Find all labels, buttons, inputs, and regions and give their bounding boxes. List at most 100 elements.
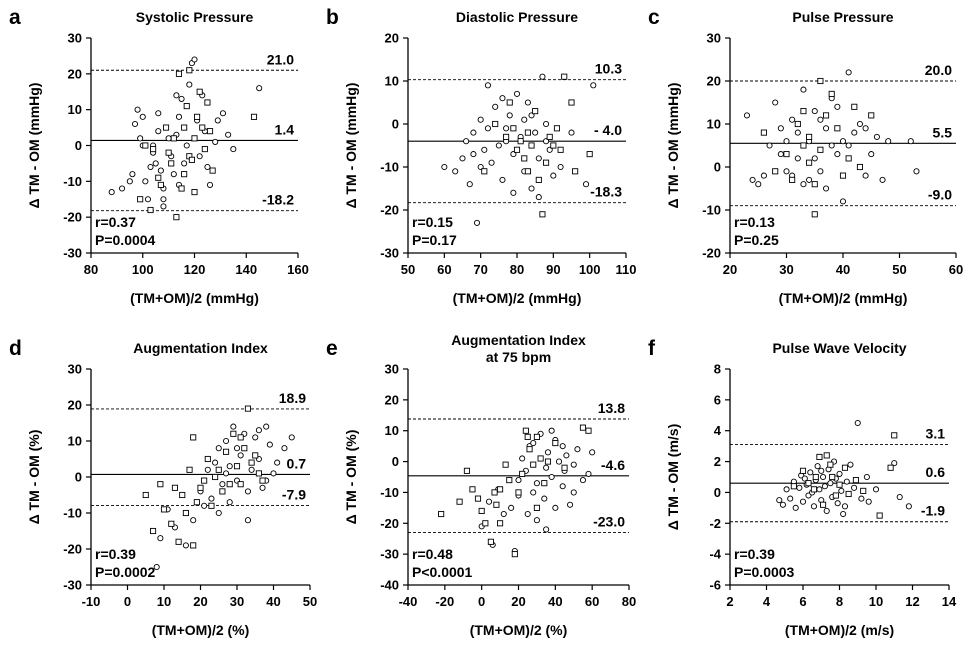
panel-f-point-circle (779, 501, 786, 508)
panel-a-point-square (201, 146, 208, 153)
panel-a-ytick-label: 20 (68, 66, 82, 81)
panel-f-point-square (841, 464, 849, 471)
panel-d-point-square (230, 430, 237, 437)
panel-c-point-circle (862, 172, 869, 179)
panel-b-xtick-label: 90 (546, 262, 560, 277)
panel-b-point-square (503, 133, 510, 140)
panel-c-point-circle (862, 125, 869, 132)
panel-d-xtick-label: -10 (82, 594, 101, 609)
panel-d-point-square (190, 542, 197, 549)
panel-d-point-circle (204, 466, 211, 473)
panel-e-point-square (502, 461, 509, 468)
panel-e-point-square (491, 489, 498, 496)
panel-c-point-circle (783, 138, 790, 145)
panel-a-point-circle (173, 92, 180, 99)
panel-e-ytick-label: -30 (380, 547, 399, 562)
panel-e-point-square (541, 480, 548, 487)
panel-f-point-circle (840, 510, 847, 518)
panel-d-point-circle (252, 434, 259, 441)
panel-f-xtick-label: 4 (763, 594, 771, 609)
panel-e-point-square (530, 461, 537, 468)
panel-d-point-circle (153, 563, 160, 571)
panel-e-point-square (526, 446, 533, 453)
panel-c-point-square (789, 176, 796, 183)
panel-b-point-circle (590, 82, 597, 89)
panel-d-point-circle (226, 463, 233, 470)
panel-b-point-circle (470, 129, 477, 136)
panel-e-point-square (533, 504, 540, 511)
panel-d-point-square (226, 481, 233, 488)
panel-e-ytick-label: 0 (392, 454, 399, 469)
panel-e-point-square (469, 486, 476, 493)
panel-b-xtick-label: 80 (510, 262, 524, 277)
panel-f-xtick-label: 10 (869, 594, 883, 609)
panel-e-point-square (456, 498, 463, 505)
panel-c-point-square (800, 108, 807, 115)
panel-e-lower-limit-label: -23.0 (593, 514, 625, 530)
panel-a-point-circle (155, 110, 162, 117)
panel-d-ytick-label: -30 (63, 578, 82, 593)
panel-a-x-axis-label: (TM+OM)/2 (mmHg) (130, 290, 259, 306)
panel-f-point-square (852, 477, 859, 484)
panel-f-ytick-label: 0 (714, 485, 721, 500)
panel-a-point-circle (134, 106, 141, 113)
panel-e-point-square (497, 486, 504, 493)
panel-e-point-square (493, 501, 500, 508)
panel-f-point-circle (807, 469, 814, 476)
panel-b-point-circle (466, 181, 473, 188)
panel-e-point-circle (579, 477, 587, 484)
panel-e-point-square (544, 458, 552, 465)
panel-d-letter: d (9, 337, 22, 360)
panel-e-point-circle (552, 504, 559, 511)
panel-d-ytick-label: 0 (75, 470, 82, 485)
panel-d-point-circle (259, 484, 266, 491)
panel-c-title: Pulse Pressure (792, 9, 893, 25)
panel-e-point-square (533, 433, 540, 440)
panel-e-ytick-label: -20 (380, 516, 399, 531)
panel-d-point-circle (266, 441, 273, 448)
panel-b-letter: b (326, 6, 339, 29)
panel-b-point-circle (513, 90, 521, 97)
panel-d-point-circle (230, 423, 237, 430)
panel-d-ytick-label: -10 (63, 506, 82, 521)
panel-b-point-square (553, 125, 561, 132)
panel-b-point-circle (582, 181, 590, 188)
panel-d-point-circle (237, 452, 244, 459)
panel-a-point-circle (181, 160, 188, 167)
panel-b-point-circle (492, 103, 499, 110)
panel-f-point-square (887, 464, 894, 471)
panel-e-point-square (515, 489, 522, 496)
panel-e-x-axis-label: (TM+OM)/2 (%) (470, 622, 568, 638)
panel-c-y-axis-label: Δ TM - OM (mmHg) (665, 83, 681, 209)
panel-d-ytick-label: -20 (63, 542, 82, 557)
panel-f-upper-limit-label: 3.1 (926, 426, 946, 442)
panel-c-point-circle (834, 151, 841, 158)
panel-d-point-circle (222, 437, 230, 445)
panel-a-point-circle (230, 146, 237, 153)
panel-d-point-circle (270, 470, 277, 477)
panel-d-point-circle (222, 470, 230, 477)
panel-c-point-circle (823, 185, 830, 192)
panel-b-point-square (524, 129, 531, 136)
panel-c-letter: c (648, 6, 660, 29)
panel-b-ytick-label: -20 (380, 203, 399, 218)
panel-c-point-circle (743, 112, 751, 119)
panel-f-point-circle (783, 486, 790, 493)
panel-e-ytick-label: -40 (380, 578, 399, 593)
panel-f-point-square (799, 467, 807, 474)
panel-c-point-circle (783, 168, 790, 175)
panel-b-point-circle (535, 194, 542, 201)
panel-c-point-square (794, 120, 801, 128)
panel-c-point-circle (806, 176, 813, 183)
panel-c-ytick-label: -10 (702, 203, 721, 218)
panel-e-ytick-label: 20 (385, 392, 399, 407)
panel-a-point-circle (225, 131, 232, 138)
panel-f-ytick-label: 4 (714, 423, 722, 438)
panel-b-point-circle (484, 125, 491, 132)
panel-d-point-square (222, 448, 230, 455)
panel-b-point-circle (488, 159, 495, 166)
panel-f-p-value: P=0.0003 (734, 564, 795, 580)
panel-d-upper-limit-label: 18.9 (279, 390, 306, 406)
panel-c-point-circle (811, 155, 818, 162)
panel-d-point-square (168, 520, 175, 527)
